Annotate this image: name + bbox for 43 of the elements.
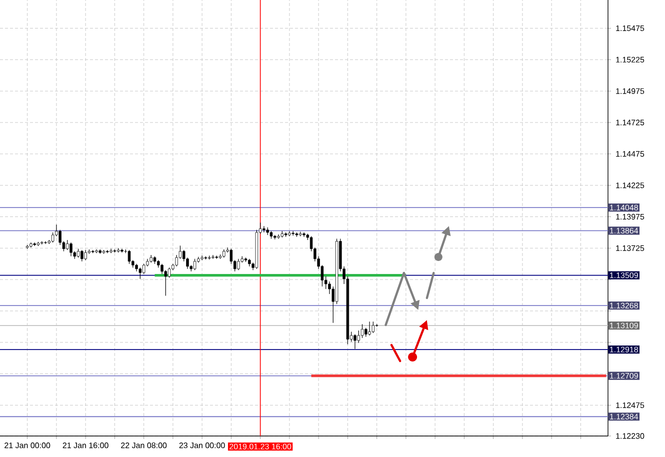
y-tick-label: 1.15475 [616,25,644,32]
x-tick-label: 23 Jan 00:00 [179,442,225,448]
candlestick [138,267,142,280]
candlestick [84,250,87,260]
candlestick [368,321,371,336]
y-tick-label: 1.14225 [616,182,644,188]
x-tick-label: 21 Jan 00:00 [4,442,50,448]
ref-line-label: 1.12384 [610,414,638,420]
ref-line-label: 1.12918 [610,346,638,352]
candlestick [168,267,171,278]
ref-line-label: 1.13109 [610,322,638,328]
candlestick [372,321,375,334]
candlestick [175,254,178,267]
candlestick [80,250,84,262]
ref-line-label: 1.13268 [610,302,638,308]
y-tick-label: 1.12475 [616,402,644,408]
candlestick [354,334,356,350]
candlestick [200,255,204,260]
ref-line-label: 1.13864 [610,228,638,234]
y-tick-label: 1.13975 [616,214,644,220]
ref-line-label: 1.13509 [610,272,638,278]
y-tick-label: 1.14725 [616,120,644,126]
candlestick [66,240,69,250]
candlestick [360,324,364,338]
y-tick-label: 1.14975 [616,88,644,94]
candlestick [160,264,164,274]
ref-line-label: 1.12709 [610,372,638,379]
candlestick [110,248,112,254]
candlestick [262,226,266,233]
y-tick-label: 1.15225 [616,56,644,63]
y-tick-label: 1.13725 [616,245,644,251]
candlestick [357,330,360,344]
candlestick [193,258,196,270]
candlestick [70,242,72,257]
candlestick [212,254,214,260]
x-tick-label: 22 Jan 08:00 [121,442,167,448]
y-tick-label: 1.14475 [616,151,644,157]
candlestick [128,250,131,264]
x-tick-label: 21 Jan 16:00 [62,442,108,448]
y-tick-label: 1.12230 [616,433,644,439]
candlestick [237,258,240,270]
x-tick-label: 2019.01.23 16:00 [230,444,292,450]
ref-line-label: 1.14048 [610,204,638,210]
